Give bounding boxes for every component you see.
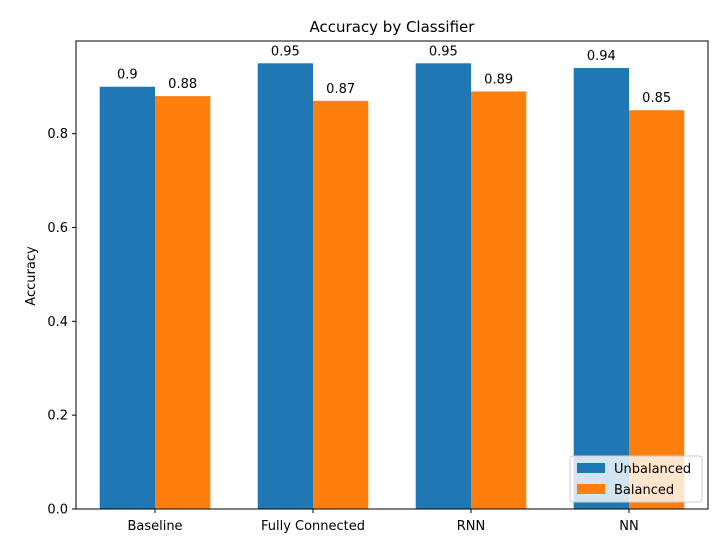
legend-swatch-1: [577, 484, 605, 494]
data-label-0-1: 0.95: [271, 44, 300, 59]
y-tick-label-1: 0.2: [47, 409, 68, 424]
bar-0-1: [257, 63, 313, 510]
plot-frame: [75, 40, 709, 510]
data-label-0-3: 0.94: [587, 49, 616, 64]
bar-1-0: [155, 96, 211, 510]
bars-group: [99, 63, 685, 510]
x-tick-label-1: Fully Connected: [261, 519, 365, 534]
data-label-0-2: 0.95: [429, 44, 458, 59]
legend: Unbalanced Balanced: [569, 455, 703, 503]
x-axis: Baseline Fully Connected RNN NN: [127, 509, 639, 534]
y-tick-label-0: 0.0: [47, 503, 68, 518]
bar-0-0: [99, 86, 155, 510]
x-tick-label-0: Baseline: [127, 519, 182, 534]
data-label-0-0: 0.9: [117, 68, 138, 83]
bar-0-3: [573, 67, 629, 509]
y-tick-label-3: 0.6: [47, 221, 68, 236]
legend-swatch-0: [577, 463, 605, 473]
bar-1-3: [629, 110, 685, 510]
data-labels-group: 0.9 0.95 0.95 0.94 0.88 0.87 0.89 0.85: [117, 44, 671, 106]
chart-title: Accuracy by Classifier: [310, 18, 476, 36]
bar-1-2: [471, 91, 527, 509]
bar-0-2: [415, 63, 471, 510]
data-label-1-1: 0.87: [326, 82, 355, 97]
y-tick-label-4: 0.8: [47, 127, 68, 142]
legend-label-0: Unbalanced: [614, 462, 691, 477]
y-axis: 0.0 0.2 0.4 0.6 0.8: [47, 127, 76, 518]
y-tick-label-2: 0.4: [47, 315, 68, 330]
data-label-1-3: 0.85: [642, 91, 671, 106]
x-tick-label-2: RNN: [457, 519, 485, 534]
x-tick-label-3: NN: [619, 519, 638, 534]
data-label-1-2: 0.89: [484, 72, 513, 87]
y-axis-title: Accuracy: [24, 246, 39, 306]
data-label-1-0: 0.88: [168, 77, 197, 92]
legend-label-1: Balanced: [614, 483, 674, 498]
bar-1-1: [313, 100, 369, 509]
